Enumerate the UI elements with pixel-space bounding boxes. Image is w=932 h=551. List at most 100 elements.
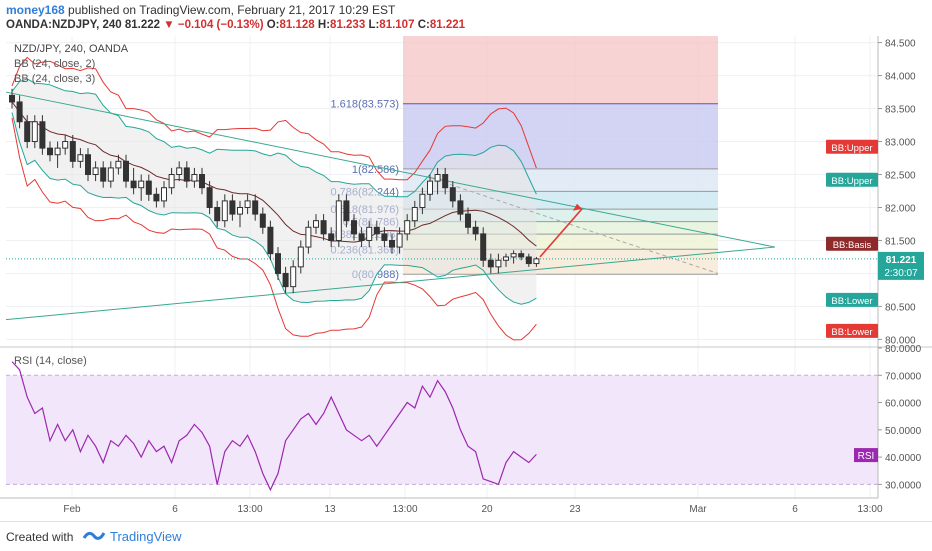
candle-body (229, 200, 236, 215)
created-with-text: Created with (6, 530, 74, 544)
fib-level-label: 1.618(83.573) (331, 99, 400, 111)
rsi-tick-label: 30.0000 (885, 480, 922, 491)
candle-body (100, 167, 107, 182)
candle-body (381, 233, 388, 241)
candle-body (358, 233, 365, 241)
bb2-upper-line (11, 78, 537, 198)
candle-body (320, 220, 327, 235)
bb3-upper-line (11, 56, 537, 181)
bb2-lower-line (11, 112, 537, 305)
chart-canvas[interactable]: 1.618(83.573)1(82.586)0.786(82.244)0.618… (0, 36, 932, 521)
last-price-badge-text: 81.221 (886, 255, 917, 266)
ohlc-high-key: H: (317, 19, 331, 31)
published-text: published on TradingView.com, February 2… (68, 3, 396, 17)
candle-body (343, 200, 350, 222)
candle-body (427, 180, 433, 195)
candle-body (487, 259, 494, 268)
candle-body (153, 193, 160, 202)
bb-badge-label: BB:Upper (831, 143, 872, 154)
rsi-tick-label: 60.0000 (885, 399, 922, 410)
time-tick-label: 13:00 (392, 504, 417, 515)
candle-body (525, 256, 532, 265)
bb-badge-label: BB:Upper (831, 176, 872, 187)
price-tick-label: 83.500 (885, 105, 916, 116)
candle-body (305, 226, 312, 248)
fib-level-label: 1(82.586) (352, 164, 399, 176)
price-change: −0.104 (−0.13%) (177, 19, 264, 31)
candles (9, 88, 540, 294)
chart-header: money168 published on TradingView.com, F… (0, 0, 932, 36)
bb-badge-label: BB:Basis (833, 240, 872, 251)
price-tick-label: 80.000 (885, 335, 916, 346)
candle-body (115, 160, 122, 169)
bb-badge (826, 236, 878, 251)
ohlc-open-key: O: (266, 19, 280, 31)
footer: Created with TradingView (0, 521, 932, 551)
rsi-tick-label: 50.0000 (885, 426, 922, 437)
ohlc-high-value: 81.233 (330, 19, 366, 31)
candle-body (237, 206, 243, 215)
countdown-text: 2:30:07 (884, 268, 918, 279)
rsi-tick-label: 70.0000 (885, 371, 922, 382)
candle-body (503, 256, 509, 261)
candle-body (267, 226, 274, 255)
price-tick-label: 83.000 (885, 138, 916, 149)
candle-body (31, 121, 38, 143)
ohlc-open-value: 81.128 (279, 19, 315, 31)
axes: 84.500 84.000 83.500 83.000 82.500 82.000 81.5… (0, 36, 924, 515)
bb-badge-label: BB:Lower (831, 327, 872, 338)
time-tick-label: Mar (689, 504, 707, 515)
candle-body (214, 206, 221, 222)
candle-body (290, 266, 297, 288)
arrow-head-icon (573, 203, 582, 211)
bb3-lower-line (11, 117, 537, 341)
bb-badge-label: BB:Lower (831, 296, 872, 307)
candle-body (457, 200, 464, 215)
candle-body (47, 147, 53, 156)
price-tick-label: 80.500 (885, 302, 916, 313)
ohlc-low-key: L: (368, 19, 380, 31)
candle-body (252, 200, 259, 215)
ohlc-low-value: 81.107 (379, 19, 415, 31)
candle-body (259, 213, 266, 228)
time-tick-label: 13:00 (237, 504, 262, 515)
candle-body (16, 101, 23, 123)
tradingview-brand[interactable]: TradingView (110, 529, 182, 544)
price-tick-label: 81.500 (885, 236, 916, 247)
dashed-projection (429, 177, 719, 274)
bb-badge (826, 139, 878, 154)
candle-body (465, 213, 471, 228)
candle-body (275, 253, 281, 274)
candle-body (419, 193, 426, 208)
candle-body (351, 220, 357, 235)
candle-body (62, 141, 69, 149)
candle-body (77, 154, 84, 162)
bb-badge (826, 172, 878, 187)
candle-body (107, 167, 114, 182)
price-tick-label: 84.500 (885, 39, 916, 50)
candle-body (199, 174, 205, 189)
rsi-panel[interactable] (0, 346, 932, 492)
candle-body (472, 226, 479, 235)
rsi-badge (854, 448, 878, 463)
rsi-tick-label: 80.0000 (885, 344, 922, 355)
candle-body (313, 220, 319, 228)
candle-body (161, 187, 167, 202)
trendlines[interactable] (5, 91, 878, 321)
price-tick-label: 82.000 (885, 203, 916, 214)
candle-body (297, 246, 304, 268)
time-tick-label: 23 (569, 504, 581, 515)
candle-body (396, 233, 403, 248)
price-tick-label: 84.000 (885, 72, 916, 83)
candle-body (328, 233, 335, 241)
candle-body (138, 180, 145, 189)
candle-body (85, 154, 91, 176)
bb-badge (826, 292, 878, 307)
candle-body (434, 174, 441, 182)
time-tick-label: 6 (792, 504, 798, 515)
bb-badge (826, 323, 878, 338)
candle-body (69, 141, 76, 162)
time-tick-label: 13:00 (857, 504, 882, 515)
candle-body (206, 187, 213, 208)
author-name[interactable]: money168 (6, 3, 65, 17)
